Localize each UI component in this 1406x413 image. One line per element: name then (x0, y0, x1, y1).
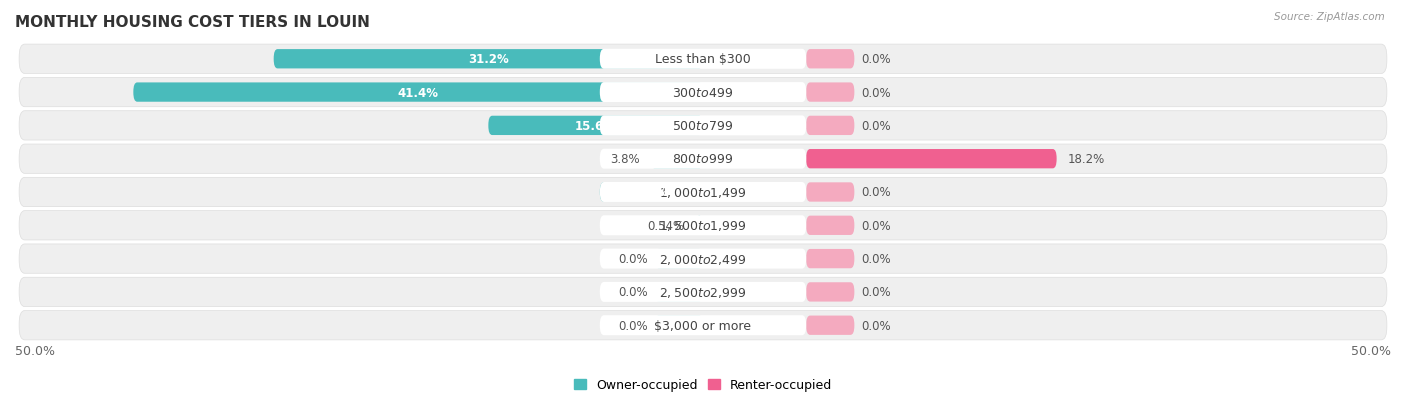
FancyBboxPatch shape (806, 282, 855, 302)
Text: 0.0%: 0.0% (862, 286, 891, 299)
Text: $1,500 to $1,999: $1,500 to $1,999 (659, 219, 747, 233)
FancyBboxPatch shape (696, 216, 703, 235)
FancyBboxPatch shape (274, 50, 703, 69)
FancyBboxPatch shape (600, 83, 806, 103)
Text: $3,000 or more: $3,000 or more (655, 319, 751, 332)
FancyBboxPatch shape (600, 249, 806, 269)
FancyBboxPatch shape (600, 183, 806, 202)
FancyBboxPatch shape (600, 183, 703, 202)
Text: 0.0%: 0.0% (619, 319, 648, 332)
Text: Less than $300: Less than $300 (655, 53, 751, 66)
FancyBboxPatch shape (600, 116, 806, 136)
Text: 3.8%: 3.8% (610, 153, 640, 166)
FancyBboxPatch shape (20, 244, 1386, 273)
FancyBboxPatch shape (600, 150, 806, 169)
FancyBboxPatch shape (20, 45, 1386, 74)
FancyBboxPatch shape (20, 178, 1386, 207)
Text: 0.0%: 0.0% (862, 53, 891, 66)
Text: Source: ZipAtlas.com: Source: ZipAtlas.com (1274, 12, 1385, 22)
FancyBboxPatch shape (134, 83, 703, 102)
Text: $2,500 to $2,999: $2,500 to $2,999 (659, 285, 747, 299)
Text: 0.0%: 0.0% (619, 252, 648, 266)
FancyBboxPatch shape (655, 282, 703, 302)
Text: 31.2%: 31.2% (468, 53, 509, 66)
FancyBboxPatch shape (20, 112, 1386, 141)
FancyBboxPatch shape (600, 282, 806, 302)
Text: 0.0%: 0.0% (862, 252, 891, 266)
FancyBboxPatch shape (806, 50, 855, 69)
FancyBboxPatch shape (20, 311, 1386, 340)
Text: MONTHLY HOUSING COST TIERS IN LOUIN: MONTHLY HOUSING COST TIERS IN LOUIN (15, 15, 370, 30)
FancyBboxPatch shape (806, 116, 855, 136)
Text: 50.0%: 50.0% (1351, 344, 1391, 357)
Text: 0.0%: 0.0% (862, 86, 891, 100)
Text: 0.54%: 0.54% (647, 219, 685, 232)
Text: 0.0%: 0.0% (862, 219, 891, 232)
FancyBboxPatch shape (600, 216, 806, 236)
Text: $1,000 to $1,499: $1,000 to $1,499 (659, 185, 747, 199)
FancyBboxPatch shape (806, 316, 855, 335)
Text: 0.0%: 0.0% (862, 186, 891, 199)
Text: 18.2%: 18.2% (1067, 153, 1105, 166)
FancyBboxPatch shape (651, 150, 703, 169)
FancyBboxPatch shape (488, 116, 703, 136)
Text: 50.0%: 50.0% (15, 344, 55, 357)
FancyBboxPatch shape (20, 78, 1386, 107)
Legend: Owner-occupied, Renter-occupied: Owner-occupied, Renter-occupied (568, 373, 838, 396)
FancyBboxPatch shape (20, 278, 1386, 307)
FancyBboxPatch shape (806, 216, 855, 235)
FancyBboxPatch shape (655, 316, 703, 335)
Text: $800 to $999: $800 to $999 (672, 153, 734, 166)
Text: $2,000 to $2,499: $2,000 to $2,499 (659, 252, 747, 266)
Text: 41.4%: 41.4% (398, 86, 439, 100)
FancyBboxPatch shape (655, 249, 703, 268)
FancyBboxPatch shape (806, 83, 855, 102)
Text: $300 to $499: $300 to $499 (672, 86, 734, 100)
FancyBboxPatch shape (806, 150, 1057, 169)
Text: $500 to $799: $500 to $799 (672, 120, 734, 133)
FancyBboxPatch shape (20, 211, 1386, 240)
Text: 0.0%: 0.0% (862, 319, 891, 332)
FancyBboxPatch shape (20, 145, 1386, 174)
FancyBboxPatch shape (806, 249, 855, 268)
Text: 15.6%: 15.6% (575, 120, 616, 133)
Text: 0.0%: 0.0% (862, 120, 891, 133)
Text: 7.5%: 7.5% (636, 186, 668, 199)
FancyBboxPatch shape (600, 50, 806, 69)
FancyBboxPatch shape (600, 316, 806, 335)
FancyBboxPatch shape (806, 183, 855, 202)
Text: 0.0%: 0.0% (619, 286, 648, 299)
